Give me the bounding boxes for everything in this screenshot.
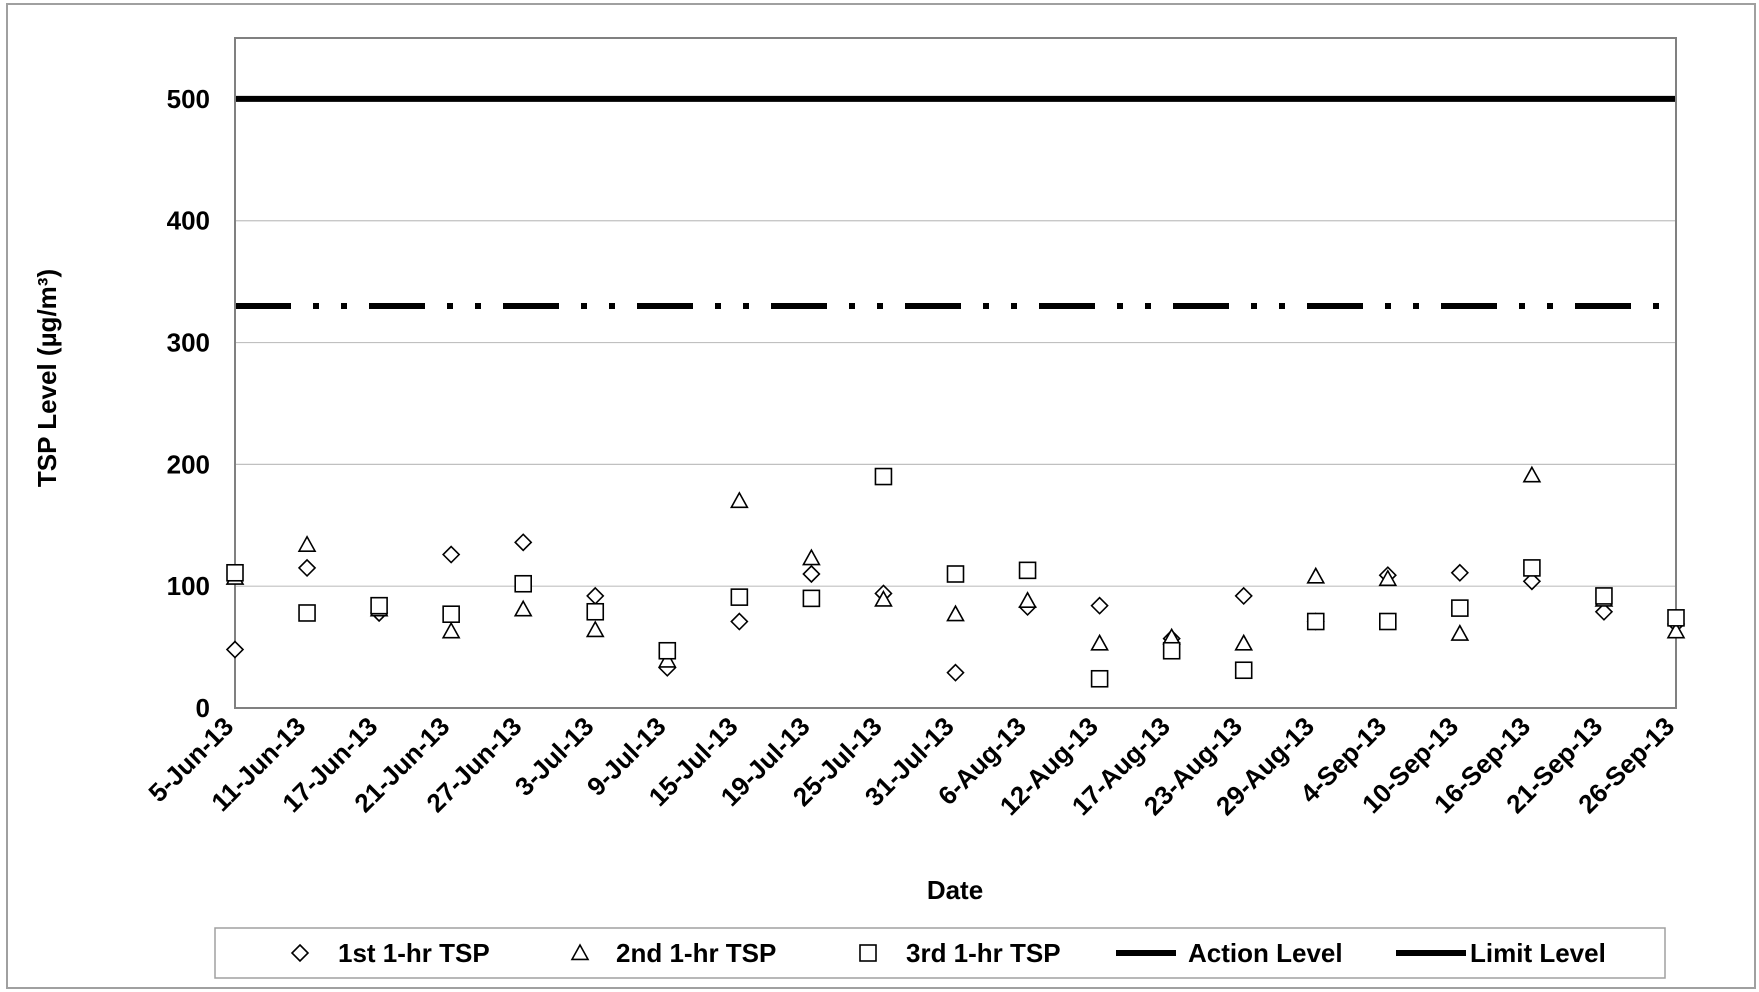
legend-marker-2 bbox=[859, 944, 877, 962]
y-tick-label-5: 500 bbox=[167, 84, 210, 114]
series-2-point-14 bbox=[1234, 633, 1254, 651]
legend-marker-1 bbox=[570, 943, 590, 961]
series-1-point-19 bbox=[1594, 602, 1614, 621]
y-tick-label-1: 100 bbox=[167, 571, 210, 601]
plot-area-frame bbox=[234, 37, 1677, 709]
series-3-point-6 bbox=[658, 641, 677, 660]
series-1-point-4 bbox=[514, 533, 533, 552]
series-3-point-10 bbox=[946, 565, 965, 583]
series-3-point-16 bbox=[1379, 612, 1397, 631]
legend: 1st 1-hr TSP 2nd 1-hr TSP 3rd 1-hr TSP Acti… bbox=[214, 927, 1666, 979]
series-2-point-16 bbox=[1378, 569, 1398, 587]
y-tick-labels: 0 100 200 300 400 500 bbox=[167, 84, 210, 723]
series-3-point-7 bbox=[730, 588, 749, 606]
series-2-point-3 bbox=[441, 621, 461, 639]
series-3-point-11 bbox=[1018, 561, 1037, 580]
y-tick-label-0: 0 bbox=[196, 693, 210, 723]
legend-label-4: Limit Level bbox=[1470, 938, 1606, 968]
series-1-point-7 bbox=[730, 612, 749, 631]
reference-lines bbox=[235, 95, 1676, 309]
chart-area-border bbox=[6, 3, 1756, 989]
series-2-point-17 bbox=[1450, 624, 1470, 641]
legend-label-0: 1st 1-hr TSP bbox=[338, 938, 490, 968]
series-1-point-3 bbox=[442, 545, 461, 564]
series-2-point-7 bbox=[729, 491, 749, 509]
series-1-point-1 bbox=[297, 558, 317, 578]
series-1-point-0 bbox=[225, 640, 245, 659]
series-2-point-12 bbox=[1090, 633, 1109, 651]
series-3-point-19 bbox=[1595, 587, 1613, 605]
series-1-point-8 bbox=[802, 564, 821, 584]
legend-label-2: 3rd 1-hr TSP bbox=[906, 938, 1061, 968]
series-2-point-5 bbox=[585, 620, 605, 638]
series-2-point-10 bbox=[946, 604, 965, 622]
series-2-point-4 bbox=[513, 599, 533, 617]
series-2-point-6 bbox=[657, 650, 677, 668]
y-axis-label: TSP Level (µg/m³) bbox=[32, 269, 62, 487]
legend-marker-0 bbox=[290, 943, 310, 963]
series-2-point-9 bbox=[874, 589, 893, 607]
x-axis-label: Date bbox=[927, 875, 983, 905]
data-points bbox=[225, 465, 1686, 688]
series-3-point-5 bbox=[586, 602, 605, 621]
series-3-point-12 bbox=[1090, 669, 1109, 688]
y-tick-label-2: 200 bbox=[167, 449, 210, 479]
series-2-point-1 bbox=[297, 535, 317, 552]
series-3-point-0 bbox=[226, 563, 244, 582]
series-3-point-18 bbox=[1523, 559, 1541, 577]
y-tick-label-3: 300 bbox=[167, 328, 210, 358]
series-3-point-17 bbox=[1451, 599, 1469, 617]
series-2-point-20 bbox=[1666, 621, 1686, 639]
series-2-point-11 bbox=[1018, 591, 1037, 609]
y-tick-label-4: 400 bbox=[167, 206, 210, 236]
series-1-point-12 bbox=[1090, 596, 1109, 615]
series-1-point-17 bbox=[1450, 563, 1469, 582]
series-1-point-18 bbox=[1522, 572, 1542, 591]
series-3-point-20 bbox=[1667, 609, 1685, 627]
axes bbox=[234, 37, 1677, 709]
series-3-point-15 bbox=[1306, 612, 1325, 631]
series-3-point-3 bbox=[442, 605, 460, 624]
series-3-point-2 bbox=[370, 596, 388, 615]
series-3-point-4 bbox=[514, 574, 533, 593]
series-3-point-8 bbox=[802, 589, 821, 608]
series-1-point-14 bbox=[1234, 586, 1253, 606]
series-3-point-9 bbox=[874, 467, 893, 486]
series-3-point-1 bbox=[298, 604, 316, 622]
series-2-point-8 bbox=[802, 548, 821, 566]
series-3-point-14 bbox=[1234, 661, 1253, 680]
series-2-point-18 bbox=[1522, 465, 1542, 483]
legend-label-1: 2nd 1-hr TSP bbox=[616, 938, 776, 968]
series-2-point-15 bbox=[1306, 566, 1326, 584]
series-1-point-10 bbox=[946, 663, 965, 682]
legend-label-3: Action Level bbox=[1188, 938, 1343, 968]
series-3-point-13 bbox=[1162, 641, 1181, 660]
